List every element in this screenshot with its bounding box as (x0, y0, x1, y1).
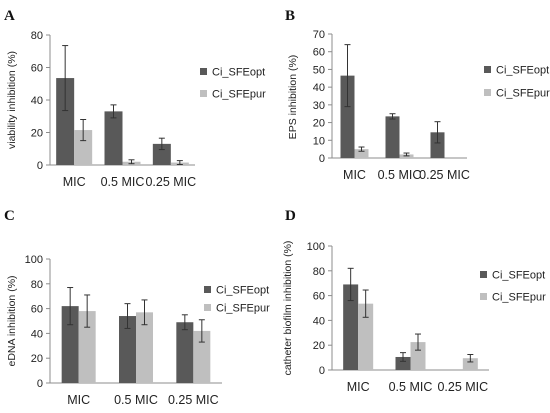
legend-swatch-a (200, 90, 207, 97)
legend-label-c: Ci_SFEpur (216, 303, 270, 315)
bar-c-2 (78, 311, 96, 383)
x-tick-label-d: 0.25 MIC (437, 380, 488, 394)
bar-c-1 (176, 322, 194, 383)
legend-swatch-a (200, 68, 207, 75)
y-tick-label-a: 40 (31, 95, 43, 107)
x-tick-label-a: 0.5 MIC (101, 175, 145, 189)
legend-label-c: Ci_SFEopt (216, 285, 269, 297)
bar-a-2 (74, 130, 93, 165)
legend-swatch-b (484, 89, 491, 96)
x-tick-label-d: MIC (347, 380, 370, 394)
y-tick-label-d: 20 (313, 340, 325, 352)
y-tick-label-d: 100 (307, 241, 325, 253)
y-tick-label-a: 80 (31, 30, 43, 42)
y-tick-label-c: 20 (31, 353, 43, 365)
x-tick-label-c: 0.5 MIC (114, 393, 158, 407)
bar-d-2 (410, 342, 426, 370)
bar-d-2 (358, 303, 374, 370)
y-tick-label-b: 70 (313, 29, 325, 41)
legend-swatch-c (204, 286, 211, 293)
y-tick-label-a: 60 (31, 63, 43, 75)
x-tick-label-a: 0.25 MIC (145, 175, 196, 189)
y-tick-label-d: 40 (313, 315, 325, 327)
x-tick-label-c: MIC (67, 393, 90, 407)
bar-c-1 (61, 306, 79, 383)
y-tick-label-c: 40 (31, 328, 43, 340)
plot-area-d: 0 20 40 60 80 100 MIC 0.5 MIC 0.25 MIC (307, 241, 489, 394)
bar-a-1 (104, 111, 123, 165)
legend-swatch-d (480, 293, 487, 300)
y-tick-label-c: 0 (37, 378, 43, 390)
legend-a: Ci_SFEopt Ci_SFEpur (200, 67, 266, 101)
panel-d: D catheter biofilm inhibition (%) 0 20 40 6… (282, 208, 546, 394)
y-tick-label-c: 60 (31, 304, 43, 316)
legend-label-a: Ci_SFEopt (212, 67, 265, 79)
legend-swatch-d (480, 271, 487, 278)
legend-label-d: Ci_SFEopt (492, 270, 545, 282)
legend-label-b: Ci_SFEopt (496, 65, 549, 77)
bar-b-2 (354, 149, 369, 158)
x-tick-label-c: 0.25 MIC (168, 393, 219, 407)
y-tick-label-b: 20 (313, 118, 325, 130)
y-tick-label-b: 10 (313, 135, 325, 147)
y-tick-label-c: 100 (25, 254, 43, 266)
legend-b: Ci_SFEopt Ci_SFEpur (484, 65, 550, 100)
y-tick-label-d: 80 (313, 266, 325, 278)
y-tick-label-c: 80 (31, 279, 43, 291)
y-axis-label-a: viability inhibition (%) (6, 51, 18, 149)
panel-letter-c: C (4, 208, 15, 224)
bar-a-1 (56, 78, 75, 165)
legend-label-b: Ci_SFEpur (496, 88, 550, 100)
y-tick-label-a: 20 (31, 128, 43, 140)
bar-c-2 (193, 330, 211, 383)
y-tick-label-b: 50 (313, 64, 325, 76)
y-tick-label-b: 40 (313, 82, 325, 94)
x-tick-label-d: 0.5 MIC (389, 380, 433, 394)
bar-b-1 (340, 75, 355, 158)
y-tick-label-a: 0 (37, 160, 43, 172)
bar-d-2 (462, 358, 478, 370)
y-axis-label-c: eDNA inhibition (%) (6, 275, 18, 366)
y-tick-label-b: 30 (313, 100, 325, 112)
y-tick-label-b: 0 (319, 153, 325, 165)
legend-label-a: Ci_SFEpur (212, 89, 266, 101)
x-tick-label-b: 0.25 MIC (419, 168, 470, 182)
bar-b-1 (385, 116, 400, 158)
y-axis-label-d: catheter biofilm inhibition (%) (282, 241, 294, 376)
panel-letter-a: A (4, 8, 15, 24)
panel-c: C eDNA inhibition (%) 0 20 40 60 80 100 MIC 0.5… (4, 208, 270, 407)
legend-swatch-c (204, 304, 211, 311)
x-tick-label-b: 0.5 MIC (378, 168, 422, 182)
y-tick-label-d: 0 (319, 365, 325, 377)
plot-area-c: 0 20 40 60 80 100 MIC 0.5 MIC 0.25 MIC (25, 254, 222, 407)
panel-letter-d: D (285, 208, 296, 224)
x-tick-label-b: MIC (343, 168, 366, 182)
bar-d-1 (395, 356, 411, 370)
y-axis-label-b: EPS inhibition (%) (287, 55, 299, 140)
panel-letter-b: B (285, 8, 295, 24)
bar-d-1 (343, 284, 359, 370)
bar-b-1 (430, 132, 445, 158)
x-tick-label-a: MIC (63, 175, 86, 189)
y-tick-label-d: 60 (313, 291, 325, 303)
bar-a-1 (152, 143, 171, 165)
legend-d: Ci_SFEopt Ci_SFEpur (480, 270, 546, 304)
bar-c-1 (119, 316, 136, 383)
legend-label-d: Ci_SFEpur (492, 292, 546, 304)
legend-swatch-b (484, 66, 491, 73)
y-tick-label-b: 60 (313, 47, 325, 59)
plot-area-a: 0 20 40 60 80 MIC 0.5 MIC 0.25 MIC (31, 30, 196, 189)
legend-c: Ci_SFEopt Ci_SFEpur (204, 285, 270, 315)
bar-c-2 (136, 312, 153, 383)
